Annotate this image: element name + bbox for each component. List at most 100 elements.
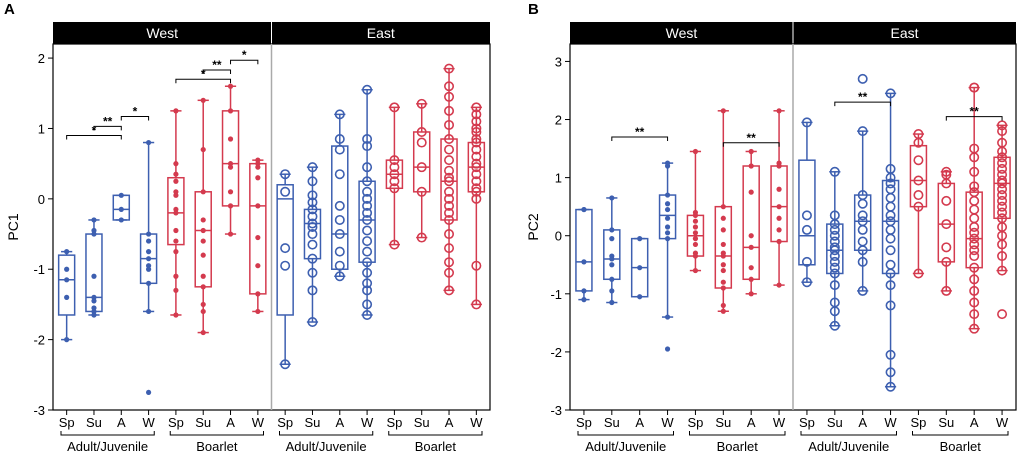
x-tick-label: Sp: [910, 415, 926, 430]
data-point: [885, 259, 896, 270]
data-point: [444, 186, 455, 197]
panel-label: A: [4, 1, 15, 18]
box-west-adult-juvenile-a: [112, 192, 131, 223]
data-point: [997, 265, 1008, 276]
y-tick-label: 2: [555, 113, 562, 128]
data-point: [581, 206, 587, 213]
box-east-boarlet-sp: [909, 129, 928, 279]
data-point: [416, 186, 427, 197]
data-point: [692, 224, 699, 230]
data-point: [885, 381, 896, 392]
data-point: [692, 267, 699, 274]
data-point: [173, 273, 179, 279]
data-point: [280, 359, 291, 370]
data-point: [997, 251, 1008, 262]
data-point: [64, 294, 70, 300]
data-point: [637, 236, 643, 242]
data-point: [444, 200, 455, 211]
data-point: [692, 230, 699, 236]
box-west-boarlet-su: [714, 108, 733, 314]
data-point: [118, 192, 124, 198]
data-point: [471, 158, 482, 169]
data-point: [227, 164, 234, 170]
data-point: [692, 148, 699, 155]
box-west-adult-juvenile-su: [603, 195, 621, 306]
data-point: [885, 178, 896, 189]
data-point: [444, 81, 455, 92]
data-point: [471, 169, 482, 180]
data-point: [829, 268, 840, 279]
data-point: [748, 291, 754, 297]
data-point: [720, 253, 726, 259]
data-point: [64, 249, 70, 255]
data-point: [885, 367, 896, 378]
data-point: [969, 222, 980, 233]
data-point: [173, 249, 179, 255]
significance-bracket: [93, 125, 122, 131]
data-point: [609, 288, 615, 294]
data-point: [829, 320, 840, 331]
data-point: [664, 201, 671, 207]
data-point: [997, 120, 1008, 131]
x-tick-label: Sp: [386, 415, 402, 430]
x-tick-label: Su: [414, 415, 430, 430]
data-point: [471, 151, 482, 162]
data-point: [997, 184, 1008, 195]
data-point: [969, 285, 980, 296]
data-point: [581, 297, 587, 303]
box-body: [57, 254, 76, 316]
data-point: [913, 155, 924, 166]
significance-label: **: [970, 105, 980, 119]
strip-header-bg: [793, 22, 1016, 44]
box-east-adult-juvenile-a: [853, 73, 872, 296]
data-point: [997, 207, 1008, 218]
data-point: [471, 134, 482, 145]
data-point: [145, 139, 152, 146]
significance-label: *: [242, 48, 247, 62]
data-point: [173, 238, 179, 244]
group-bracket: [800, 431, 897, 436]
data-point: [444, 285, 455, 296]
data-point: [748, 276, 754, 282]
data-point: [200, 217, 206, 223]
data-point: [941, 195, 952, 206]
data-point: [444, 214, 455, 225]
data-point: [444, 243, 455, 254]
x-tick-label: W: [884, 415, 897, 430]
data-point: [997, 126, 1008, 137]
data-point: [664, 215, 671, 221]
group-label: Adult/Juvenile: [286, 439, 367, 454]
x-tick-label: A: [858, 415, 867, 430]
data-point: [969, 274, 980, 285]
group-label: Boarlet: [196, 439, 238, 454]
box-body: [909, 144, 928, 208]
data-point: [720, 241, 726, 248]
data-point: [969, 195, 980, 206]
group-bracket: [912, 431, 1009, 436]
data-point: [997, 195, 1008, 206]
significance-label: **: [858, 90, 868, 104]
data-point: [857, 73, 868, 84]
data-point: [118, 206, 124, 213]
x-tick-label: A: [335, 415, 344, 430]
data-point: [913, 268, 924, 279]
data-point: [471, 186, 482, 197]
strip-header-label: West: [146, 25, 178, 41]
box-east-boarlet-a: [440, 63, 458, 296]
data-point: [64, 337, 70, 343]
box-east-adult-juvenile-w: [358, 84, 376, 320]
significance-bracket: [945, 116, 1003, 121]
data-point: [471, 176, 482, 187]
data-point: [969, 213, 980, 224]
data-point: [776, 215, 782, 221]
data-point: [200, 284, 206, 290]
data-point: [173, 192, 179, 198]
x-tick-label: A: [117, 415, 126, 430]
data-point: [857, 245, 868, 256]
strip-header-bg: [271, 22, 490, 44]
data-point: [720, 108, 726, 114]
data-point: [857, 224, 868, 235]
data-point: [829, 256, 840, 267]
data-point: [637, 265, 643, 271]
